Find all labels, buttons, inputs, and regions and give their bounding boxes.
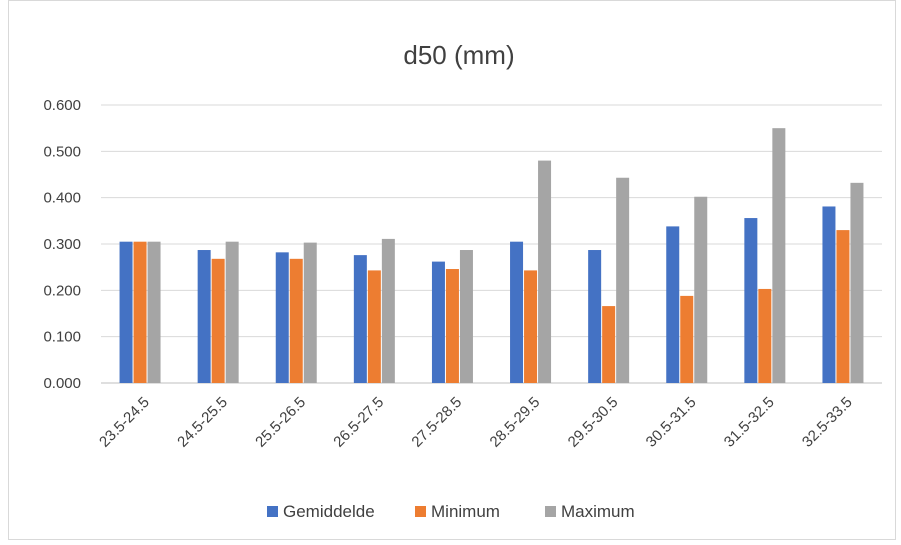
chart-title: d50 (mm) — [403, 40, 514, 70]
bar-maximum — [616, 177, 630, 383]
bar-gemiddelde — [510, 241, 524, 383]
x-tick-label: 23.5-24.5 — [96, 394, 153, 451]
legend-label: Minimum — [431, 502, 500, 521]
bar-gemiddelde — [119, 241, 133, 383]
x-tick-label: 25.5-26.5 — [252, 394, 309, 451]
bar-gemiddelde — [353, 255, 367, 383]
x-tick-label: 31.5-32.5 — [721, 394, 778, 451]
x-tick-label: 26.5-27.5 — [330, 394, 387, 451]
y-tick-label: 0.400 — [43, 190, 81, 207]
y-tick-label: 0.600 — [43, 97, 81, 114]
bar-gemiddelde — [431, 261, 445, 383]
y-tick-label: 0.300 — [43, 236, 81, 253]
chart-frame: d50 (mm) 0.000 0.100 0.200 0.300 0.400 0.500 0… — [8, 0, 896, 540]
x-tick-label: 28.5-29.5 — [487, 394, 544, 451]
legend-swatch — [545, 506, 556, 517]
bar-minimum — [445, 269, 459, 383]
bar-minimum — [680, 295, 694, 383]
bar-maximum — [225, 241, 239, 383]
bar-maximum — [303, 242, 317, 383]
bar-maximum — [381, 238, 395, 383]
bar-minimum — [524, 270, 538, 383]
bar-gemiddelde — [197, 250, 211, 383]
bar-maximum — [850, 182, 864, 383]
legend: Gemiddelde Minimum Maximum — [267, 502, 635, 521]
bar-gemiddelde — [275, 252, 289, 383]
legend-label: Gemiddelde — [283, 502, 375, 521]
x-axis-ticks: 23.5-24.5 24.5-25.5 25.5-26.5 26.5-27.5 27.5… — [96, 394, 856, 451]
bar-minimum — [211, 258, 225, 383]
y-tick-label: 0.500 — [43, 143, 81, 160]
bar-gemiddelde — [744, 218, 758, 383]
legend-label: Maximum — [561, 502, 635, 521]
legend-swatch — [267, 506, 278, 517]
y-axis-ticks: 0.000 0.100 0.200 0.300 0.400 0.500 0.600 — [43, 97, 81, 392]
y-tick-label: 0.000 — [43, 375, 81, 392]
bar-gemiddelde — [822, 206, 836, 383]
legend-swatch — [415, 506, 426, 517]
bar-maximum — [538, 160, 552, 383]
bar-maximum — [772, 128, 786, 383]
bar-minimum — [836, 230, 850, 383]
bar-maximum — [694, 196, 708, 383]
x-tick-label: 27.5-28.5 — [408, 394, 465, 451]
x-tick-label: 30.5-31.5 — [643, 394, 700, 451]
bar-maximum — [147, 241, 161, 383]
bar-minimum — [758, 288, 772, 383]
bar-minimum — [367, 270, 381, 383]
bar-minimum — [602, 306, 616, 383]
bar-gemiddelde — [666, 226, 680, 383]
bar-chart: d50 (mm) 0.0000.1000.2000.3000.4000.5000… — [43, 40, 882, 521]
x-tick-label: 32.5-33.5 — [799, 394, 856, 451]
bars — [119, 128, 864, 383]
bar-minimum — [289, 258, 303, 383]
bar-minimum — [133, 241, 147, 383]
y-tick-label: 0.200 — [43, 282, 81, 299]
bar-maximum — [459, 250, 473, 383]
x-tick-label: 24.5-25.5 — [174, 394, 231, 451]
bar-gemiddelde — [588, 250, 602, 383]
x-tick-label: 29.5-30.5 — [565, 394, 622, 451]
y-tick-label: 0.100 — [43, 329, 81, 346]
